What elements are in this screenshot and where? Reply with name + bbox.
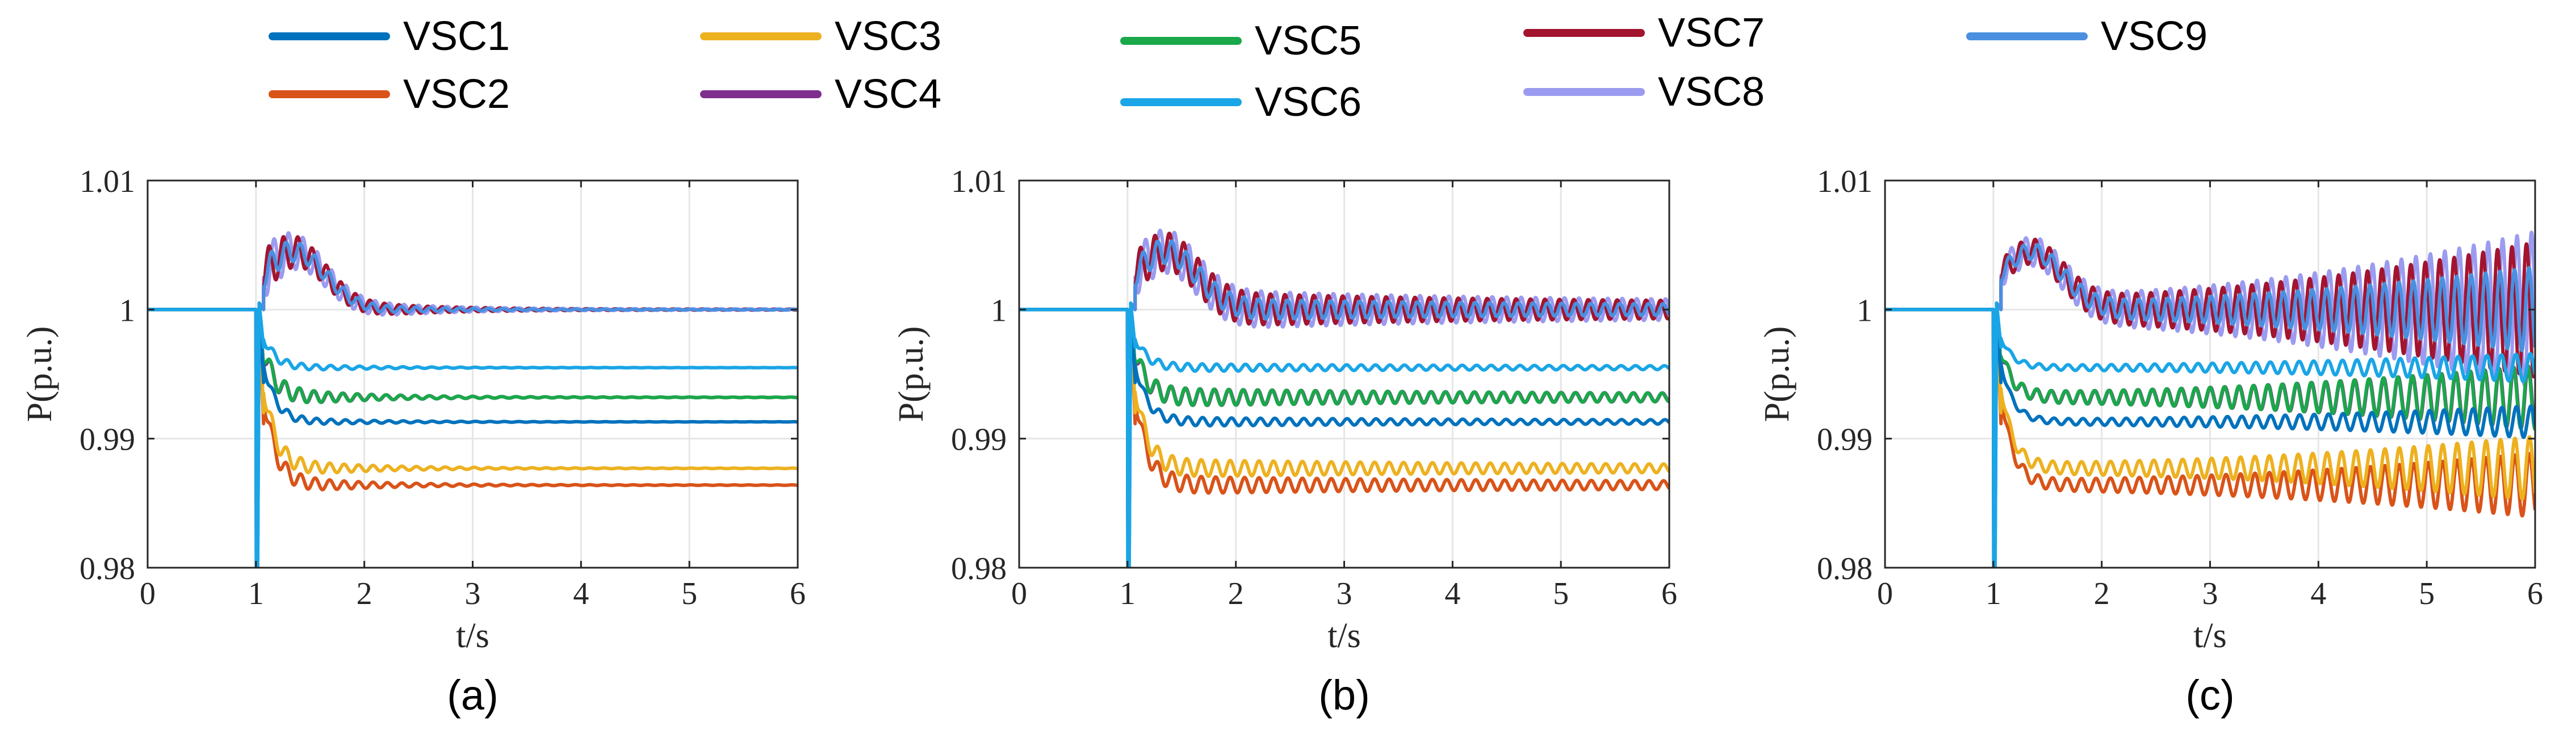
series-line-vsc2 — [148, 301, 798, 568]
legend-label-vsc2: VSC2 — [403, 72, 510, 117]
panel-caption: (b) — [1318, 672, 1369, 719]
series-line-vsc5 — [148, 301, 798, 568]
x-tick-label: 0 — [140, 576, 156, 611]
series-group — [148, 231, 798, 568]
legend-label-vsc9: VSC9 — [2101, 14, 2208, 59]
y-tick-label: 1.01 — [79, 164, 135, 199]
x-tick-label: 2 — [357, 576, 372, 611]
chart-panel-2: 0 1 2 3 4 5 6 0.98 0.99 1 1.01 t/s P(p.u.) (c) — [1758, 164, 2543, 719]
series-line-vsc1 — [1019, 301, 1669, 568]
y-tick-label: 0.98 — [951, 551, 1007, 586]
x-tick-label: 3 — [465, 576, 481, 611]
legend-label-vsc1: VSC1 — [403, 14, 510, 59]
panel-caption: (a) — [447, 672, 498, 719]
x-tick-label: 4 — [573, 576, 589, 611]
series-line-vsc6 — [1885, 301, 2535, 568]
x-tick-label: 3 — [2202, 576, 2218, 611]
y-tick-label: 0.99 — [1817, 422, 1873, 458]
x-tick-label: 2 — [1228, 576, 1244, 611]
y-tick-label: 1.01 — [1817, 164, 1873, 199]
y-tick-label: 1 — [1857, 293, 1873, 328]
x-tick-label: 3 — [1337, 576, 1352, 611]
y-axis-label: P(p.u.) — [892, 326, 931, 422]
series-line-vsc2 — [1019, 301, 1669, 568]
legend-label-vsc8: VSC8 — [1658, 69, 1765, 115]
series-group — [1885, 230, 2535, 568]
x-tick-label: 6 — [790, 576, 806, 611]
chart-panels: 0 1 2 3 4 5 6 0.98 0.99 1 1.01 t/s P(p.u.) (a) 0 1 2 3 4 5 6… — [20, 164, 2543, 719]
x-tick-label: 4 — [1444, 576, 1460, 611]
x-tick-label: 1 — [1986, 576, 2001, 611]
legend-label-vsc4: VSC4 — [835, 72, 941, 117]
series-line-vsc8 — [1885, 230, 2535, 568]
x-tick-label: 0 — [1877, 576, 1893, 611]
legend: VSC1 VSC2 VSC3 VSC4 VSC5 VSC6 VSC7 VSC8 VSC9 — [269, 10, 2208, 125]
y-tick-label: 0.98 — [79, 551, 135, 586]
series-line-vsc1 — [1885, 301, 2535, 568]
series-line-vsc7 — [1019, 232, 1669, 568]
x-tick-label: 2 — [2094, 576, 2110, 611]
series-group — [1019, 228, 1669, 568]
series-line-vsc7 — [1885, 237, 2535, 568]
x-axis-label: t/s — [456, 617, 489, 655]
series-line-vsc9 — [1019, 239, 1669, 568]
chart-panel-1: 0 1 2 3 4 5 6 0.98 0.99 1 1.01 t/s P(p.u.) (b) — [892, 164, 1677, 719]
legend-label-vsc7: VSC7 — [1658, 10, 1765, 56]
chart-panel-0: 0 1 2 3 4 5 6 0.98 0.99 1 1.01 t/s P(p.u.) (a) — [20, 164, 806, 719]
x-tick-label: 4 — [2310, 576, 2326, 611]
series-line-vsc5 — [1019, 301, 1669, 568]
legend-label-vsc6: VSC6 — [1255, 79, 1362, 125]
y-axis-label: P(p.u.) — [20, 326, 59, 422]
series-line-vsc3 — [1885, 301, 2535, 568]
y-tick-label: 0.99 — [951, 422, 1007, 458]
x-tick-label: 5 — [2419, 576, 2435, 611]
series-line-vsc1 — [148, 301, 798, 568]
x-tick-label: 1 — [1120, 576, 1136, 611]
panel-caption: (c) — [2185, 672, 2234, 719]
legend-label-vsc5: VSC5 — [1255, 18, 1362, 64]
series-line-vsc9 — [148, 240, 798, 568]
series-line-vsc5 — [1885, 301, 2535, 568]
x-tick-label: 6 — [2527, 576, 2543, 611]
y-tick-label: 1 — [119, 293, 135, 328]
series-line-vsc6 — [1019, 301, 1669, 568]
x-axis-label: t/s — [2193, 617, 2227, 655]
x-axis-label: t/s — [1327, 617, 1361, 655]
series-line-vsc3 — [148, 301, 798, 568]
x-tick-label: 6 — [1661, 576, 1677, 611]
series-line-vsc6 — [148, 301, 798, 568]
y-axis-label: P(p.u.) — [1758, 326, 1796, 422]
x-tick-label: 0 — [1011, 576, 1027, 611]
x-tick-label: 5 — [1553, 576, 1569, 611]
legend-label-vsc3: VSC3 — [835, 14, 941, 59]
series-line-vsc9 — [1885, 243, 2535, 568]
y-tick-label: 1 — [991, 293, 1007, 328]
y-tick-label: 1.01 — [951, 164, 1007, 199]
y-tick-label: 0.98 — [1817, 551, 1873, 586]
x-tick-label: 1 — [248, 576, 264, 611]
x-tick-label: 5 — [681, 576, 697, 611]
series-line-vsc3 — [1019, 301, 1669, 568]
y-tick-label: 0.99 — [79, 422, 135, 458]
series-line-vsc8 — [1019, 228, 1669, 568]
